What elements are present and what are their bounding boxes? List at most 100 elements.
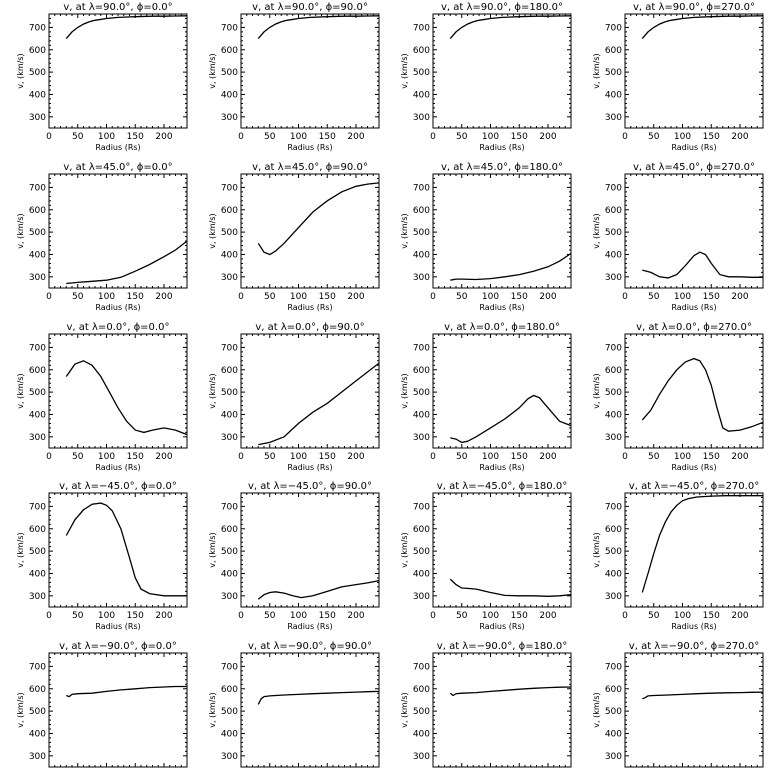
x-tick-label: 150 xyxy=(511,452,528,462)
y-axis-label: v, (km/s) xyxy=(16,213,25,248)
y-tick-label: 400 xyxy=(29,729,46,739)
velocity-curve xyxy=(449,686,572,697)
y-tick-label: 500 xyxy=(29,68,46,78)
x-axis-label: Radius (Rs) xyxy=(671,622,716,631)
y-tick-label: 500 xyxy=(605,388,622,398)
y-tick-label: 700 xyxy=(605,343,622,353)
x-tick-label: 100 xyxy=(674,452,691,462)
plot-frame xyxy=(432,13,572,129)
y-tick-label: 400 xyxy=(605,250,622,260)
y-axis-label: v, (km/s) xyxy=(208,373,217,408)
x-tick-label: 100 xyxy=(482,611,499,621)
y-tick-label: 700 xyxy=(221,662,238,672)
x-tick-label: 100 xyxy=(98,132,115,142)
y-axis-label: v, (km/s) xyxy=(208,532,217,567)
y-tick-label: 700 xyxy=(29,183,46,193)
y-tick-label: 400 xyxy=(605,90,622,100)
x-tick-label: 0 xyxy=(622,132,628,142)
y-tick-label: 600 xyxy=(221,366,238,376)
velocity-curve xyxy=(449,15,572,40)
y-tick-label: 500 xyxy=(221,68,238,78)
y-tick-label: 600 xyxy=(29,46,46,56)
y-tick-label: 500 xyxy=(221,228,238,238)
panel-13: 0 50 100 150 200 300 400 500 600 700 v, at λ=−45.0… xyxy=(16,481,188,631)
x-axis-label: Radius (Rs) xyxy=(671,143,716,152)
panel-12: 0 50 100 150 200 300 400 500 600 700 v, at λ=0.0°,… xyxy=(592,322,764,472)
x-axis-label: Radius (Rs) xyxy=(287,463,332,472)
x-axis-label: Radius (Rs) xyxy=(479,463,524,472)
x-tick-label: 150 xyxy=(319,452,336,462)
x-tick-label: 50 xyxy=(264,452,276,462)
y-tick-label: 600 xyxy=(605,525,622,535)
x-tick-label: 150 xyxy=(703,611,720,621)
panel-11: 0 50 100 150 200 300 400 500 600 700 v, at λ=0.0°,… xyxy=(400,322,572,472)
plot-frame xyxy=(432,652,572,768)
y-axis-label: v, (km/s) xyxy=(16,373,25,408)
x-tick-label: 200 xyxy=(347,132,364,142)
panel-3: 0 50 100 150 200 300 400 500 600 700 v, at λ=90.0°… xyxy=(400,2,572,152)
x-tick-label: 50 xyxy=(648,292,660,302)
y-tick-label: 400 xyxy=(413,729,430,739)
y-tick-label: 700 xyxy=(605,23,622,33)
x-tick-label: 150 xyxy=(127,452,144,462)
y-tick-label: 400 xyxy=(605,410,622,420)
x-tick-label: 0 xyxy=(430,611,436,621)
x-tick-label: 100 xyxy=(482,452,499,462)
x-axis-label: Radius (Rs) xyxy=(671,303,716,312)
velocity-curve xyxy=(257,182,380,256)
x-tick-label: 0 xyxy=(430,292,436,302)
x-tick-label: 50 xyxy=(72,292,84,302)
y-tick-label: 300 xyxy=(29,113,46,123)
x-tick-label: 0 xyxy=(238,452,244,462)
panel-4: 0 50 100 150 200 300 400 500 600 700 v, at λ=90.0°… xyxy=(592,2,764,152)
y-tick-label: 700 xyxy=(413,183,430,193)
panel-title: v, at λ=−45.0°, ϕ=90.0° xyxy=(248,481,372,492)
y-tick-label: 500 xyxy=(413,388,430,398)
x-tick-label: 0 xyxy=(46,611,52,621)
panel-title: v, at λ=−45.0°, ϕ=270.0° xyxy=(629,481,759,492)
plot-frame xyxy=(240,492,380,608)
x-tick-label: 150 xyxy=(703,132,720,142)
y-tick-label: 300 xyxy=(605,113,622,123)
x-tick-label: 0 xyxy=(622,292,628,302)
y-axis-label: v, (km/s) xyxy=(208,213,217,248)
y-tick-label: 300 xyxy=(29,592,46,602)
x-tick-label: 50 xyxy=(456,132,468,142)
velocity-curve xyxy=(450,394,572,444)
x-tick-label: 100 xyxy=(482,132,499,142)
y-tick-label: 600 xyxy=(413,525,430,535)
x-tick-label: 50 xyxy=(648,132,660,142)
plot-frame xyxy=(48,492,188,608)
x-axis-label: Radius (Rs) xyxy=(287,143,332,152)
x-tick-label: 150 xyxy=(127,611,144,621)
y-tick-label: 500 xyxy=(29,228,46,238)
velocity-curve xyxy=(66,240,188,285)
y-tick-label: 400 xyxy=(413,250,430,260)
x-axis-label: Radius (Rs) xyxy=(95,303,140,312)
panel-title: v, at λ=45.0°, ϕ=270.0° xyxy=(633,162,755,173)
panel-title: v, at λ=45.0°, ϕ=90.0° xyxy=(252,162,368,173)
y-axis-label: v, (km/s) xyxy=(592,373,601,408)
x-tick-label: 200 xyxy=(347,611,364,621)
plot-frame xyxy=(432,492,572,608)
x-tick-label: 50 xyxy=(264,132,276,142)
plot-frame xyxy=(48,652,188,768)
x-tick-label: 200 xyxy=(347,452,364,462)
y-tick-label: 700 xyxy=(221,502,238,512)
x-axis-label: Radius (Rs) xyxy=(671,463,716,472)
y-tick-label: 700 xyxy=(413,343,430,353)
y-tick-label: 400 xyxy=(29,410,46,420)
plot-frame xyxy=(624,492,764,608)
x-axis-label: Radius (Rs) xyxy=(479,143,524,152)
x-tick-label: 100 xyxy=(290,452,307,462)
velocity-curve xyxy=(66,685,187,698)
y-tick-label: 400 xyxy=(29,90,46,100)
y-tick-label: 500 xyxy=(413,228,430,238)
y-tick-label: 300 xyxy=(221,113,238,123)
y-axis-label: v, (km/s) xyxy=(400,53,409,88)
panel-title: v, at λ=0.0°, ϕ=0.0° xyxy=(67,322,170,333)
x-tick-label: 0 xyxy=(622,611,628,621)
panel-5: 0 50 100 150 200 300 400 500 600 700 v, at λ=45.0°… xyxy=(16,162,188,312)
